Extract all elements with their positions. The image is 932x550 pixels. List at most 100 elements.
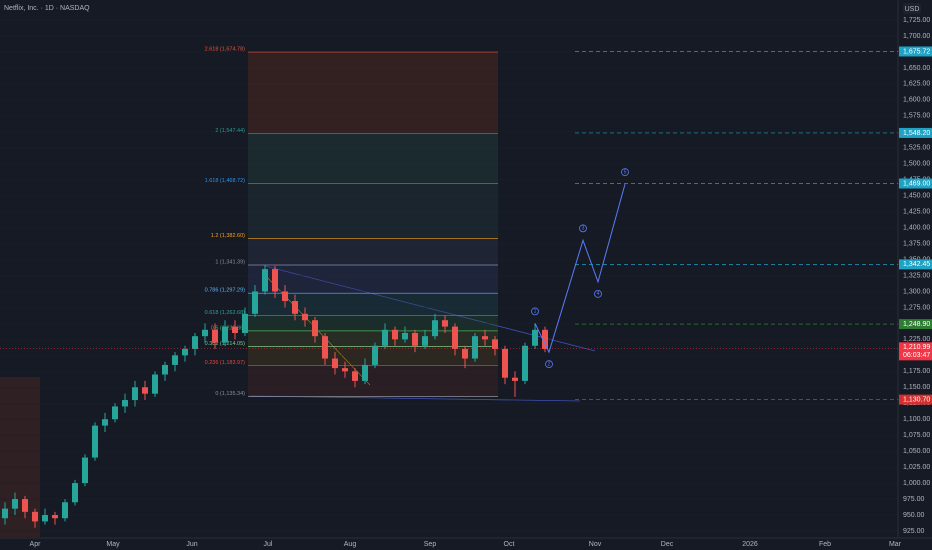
wave-label: 4 bbox=[597, 291, 600, 297]
fib-zone bbox=[248, 330, 498, 347]
price-tag bbox=[899, 178, 932, 189]
y-tick-label: 975.00 bbox=[903, 496, 925, 503]
y-tick-label: 1,150.00 bbox=[903, 384, 930, 391]
x-tick-label: Oct bbox=[504, 541, 515, 548]
price-tag-label: 1,469.00 bbox=[903, 180, 930, 187]
candle-body bbox=[52, 515, 58, 519]
y-tick-label: 1,000.00 bbox=[903, 480, 930, 487]
price-tag-label: 1,342.45 bbox=[903, 261, 930, 268]
candle-body bbox=[422, 336, 428, 346]
x-tick-label: Jul bbox=[264, 541, 273, 548]
candle-body bbox=[192, 336, 198, 349]
wave-label: 3 bbox=[582, 226, 585, 232]
wave-marker bbox=[545, 360, 553, 369]
x-tick-label: Jun bbox=[186, 541, 197, 548]
candle-body bbox=[352, 371, 358, 381]
candle-body bbox=[332, 358, 338, 369]
fib-zone bbox=[248, 315, 498, 331]
currency[interactable]: USD bbox=[905, 6, 920, 13]
y-tick-label: 1,025.00 bbox=[903, 464, 930, 471]
y-tick-label: 925.00 bbox=[903, 528, 925, 535]
candle-body bbox=[432, 320, 438, 337]
candle-body bbox=[482, 336, 488, 340]
candle-body bbox=[272, 269, 278, 292]
price-tag-label: 1,248.90 bbox=[903, 321, 930, 328]
fib-label: 0.236 (1,183.97) bbox=[205, 360, 246, 366]
countdown: 06:03:47 bbox=[903, 352, 930, 359]
candle-body bbox=[372, 345, 378, 365]
candle-body bbox=[202, 329, 208, 337]
y-tick-label: 1,325.00 bbox=[903, 272, 930, 279]
wave-label: 2 bbox=[548, 361, 551, 367]
candle-body bbox=[62, 502, 68, 519]
y-tick-label: 1,650.00 bbox=[903, 65, 930, 72]
y-tick-label: 1,275.00 bbox=[903, 304, 930, 311]
candle-body bbox=[102, 419, 108, 426]
candle-body bbox=[492, 339, 498, 349]
y-tick-label: 1,175.00 bbox=[903, 368, 930, 375]
candle-body bbox=[302, 313, 308, 321]
candle-body bbox=[542, 329, 548, 349]
wave-label: 5 bbox=[624, 169, 627, 175]
fib-zone bbox=[248, 133, 498, 184]
y-tick-label: 950.00 bbox=[903, 512, 925, 519]
price-tag-label: 1,130.70 bbox=[903, 396, 930, 403]
y-tick-label: 1,050.00 bbox=[903, 448, 930, 455]
fib-label: 1.2 (1,382.60) bbox=[211, 233, 245, 239]
candle-body bbox=[12, 499, 18, 509]
candle-body bbox=[502, 348, 508, 378]
fib-label: 0.618 (1,262.68) bbox=[205, 310, 246, 316]
price-tag bbox=[899, 259, 932, 270]
y-tick-label: 1,100.00 bbox=[903, 416, 930, 423]
currency-box[interactable] bbox=[903, 3, 921, 14]
price-tag bbox=[899, 394, 932, 405]
y-tick-label: 1,425.00 bbox=[903, 208, 930, 215]
fib-label: 0 (1,135.34) bbox=[215, 391, 245, 397]
x-tick-label: Nov bbox=[589, 541, 602, 548]
candle-body bbox=[392, 329, 398, 340]
price-tag-label: 1,675.72 bbox=[903, 48, 930, 55]
wave-marker bbox=[579, 224, 587, 233]
candle-body bbox=[512, 377, 518, 381]
y-tick-label: 1,525.00 bbox=[903, 145, 930, 152]
fib-label: 2.618 (1,674.78) bbox=[205, 47, 246, 53]
fib-zone bbox=[248, 265, 498, 294]
wave-path bbox=[534, 184, 626, 354]
y-tick-label: 1,700.00 bbox=[903, 33, 930, 40]
wave-marker bbox=[594, 289, 602, 298]
candle-body bbox=[72, 483, 78, 503]
fib-zone bbox=[248, 52, 498, 134]
x-tick-label: May bbox=[106, 541, 120, 548]
candle-body bbox=[92, 425, 98, 458]
price-tag bbox=[899, 127, 932, 138]
fib-label: 1 (1,341.39) bbox=[215, 259, 245, 265]
candle-body bbox=[382, 329, 388, 346]
candle-body bbox=[22, 499, 28, 512]
candle-body bbox=[42, 515, 48, 522]
wave-marker bbox=[531, 307, 539, 316]
candle-body bbox=[252, 291, 258, 314]
wave-marker bbox=[621, 168, 629, 177]
trendline bbox=[264, 265, 596, 352]
candle-body bbox=[162, 364, 168, 375]
y-tick-label: 1,575.00 bbox=[903, 113, 930, 120]
fib-label: 2 (1,547.44) bbox=[215, 128, 245, 134]
wave-label: 1 bbox=[534, 309, 537, 315]
candle-body bbox=[442, 320, 448, 327]
candle-body bbox=[142, 387, 148, 394]
x-tick-label: Aug bbox=[344, 541, 357, 548]
candle-body bbox=[292, 301, 298, 314]
fib-zone bbox=[248, 293, 498, 316]
fib-zone bbox=[248, 238, 498, 266]
candle-body bbox=[172, 355, 178, 365]
last-price-label: 1,210.99 bbox=[903, 344, 930, 351]
candle-body bbox=[82, 457, 88, 484]
fib-label: 0.786 (1,297.29) bbox=[205, 288, 246, 294]
candle-body bbox=[262, 269, 268, 292]
candle-body bbox=[532, 329, 538, 346]
y-tick-label: 1,625.00 bbox=[903, 81, 930, 88]
candle-body bbox=[402, 332, 408, 340]
x-tick-label: Sep bbox=[424, 541, 437, 548]
candle-body bbox=[132, 387, 138, 401]
